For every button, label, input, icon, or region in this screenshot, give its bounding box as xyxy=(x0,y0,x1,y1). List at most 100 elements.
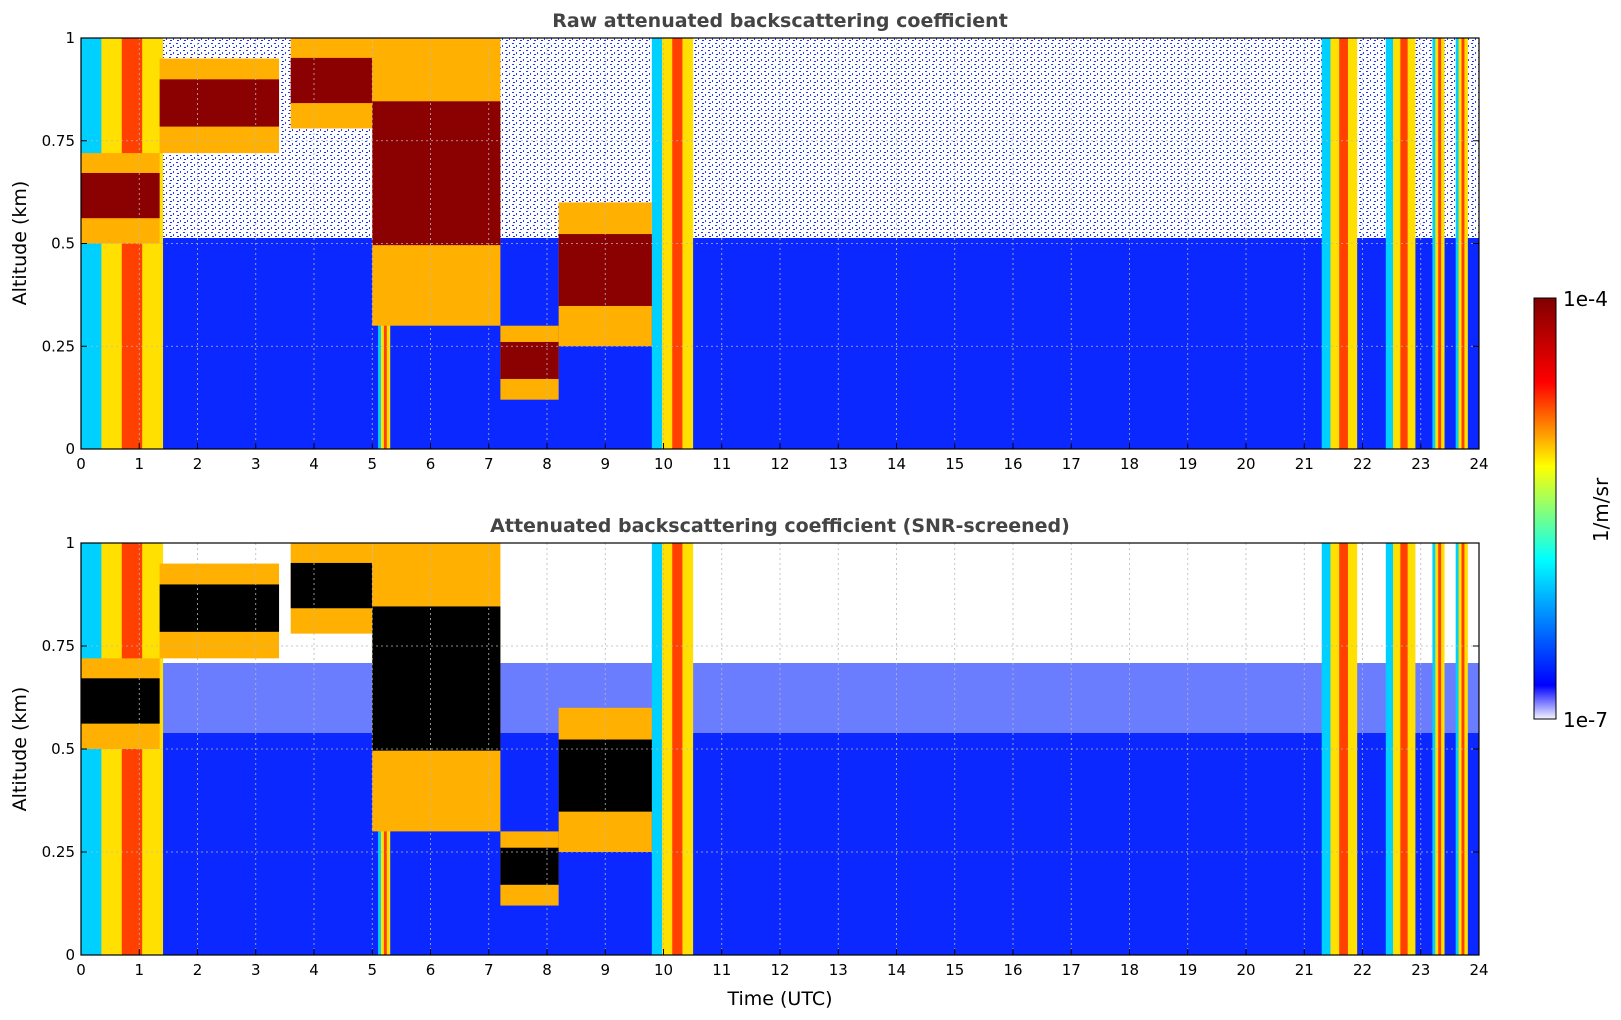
x-tick-label: 10 xyxy=(654,455,673,473)
y-tick-label: 0.5 xyxy=(51,235,75,253)
gridlines xyxy=(81,543,1479,955)
colorbar: 1e-4 1e-7 1/m/sr xyxy=(1533,287,1613,732)
precip-column xyxy=(1458,38,1463,449)
x-tick-label: 11 xyxy=(712,455,731,473)
x-tick-label: 0 xyxy=(76,455,86,473)
x-tick-label: 3 xyxy=(251,455,261,473)
x-tick-label: 24 xyxy=(1469,455,1488,473)
panel-screened: Attenuated backscattering coefficient (S… xyxy=(9,515,1489,1010)
y-tick-label: 0.75 xyxy=(42,637,75,655)
x-tick-label: 15 xyxy=(945,455,964,473)
cloud-core xyxy=(290,57,373,104)
cloud-core xyxy=(290,562,373,609)
cloud-core xyxy=(500,847,559,885)
x-tick-label: 1 xyxy=(134,961,144,979)
x-tick-label: 14 xyxy=(887,455,906,473)
precip-column xyxy=(1432,38,1436,449)
cloud-core xyxy=(500,341,559,379)
x-tick-label: 6 xyxy=(426,961,436,979)
precip-column xyxy=(1339,38,1349,449)
panel-title: Attenuated backscattering coefficient (S… xyxy=(490,515,1070,537)
x-tick-label: 19 xyxy=(1178,455,1197,473)
x-axis-label: Time (UTC) xyxy=(726,988,832,1010)
x-tick-label: 7 xyxy=(484,961,494,979)
x-tick-label: 16 xyxy=(1003,961,1022,979)
x-tick-label: 23 xyxy=(1411,961,1430,979)
x-tick-label: 15 xyxy=(945,961,964,979)
y-tick-label: 0.25 xyxy=(42,337,75,355)
precip-column xyxy=(1438,543,1442,955)
x-tick-label: 7 xyxy=(484,455,494,473)
y-tick-label: 0.25 xyxy=(42,843,75,861)
cloud-core xyxy=(372,101,501,246)
x-tick-label: 1 xyxy=(134,455,144,473)
x-tick-label: 9 xyxy=(600,455,610,473)
gridlines xyxy=(81,38,1479,449)
cloud-core xyxy=(372,606,501,751)
x-tick-label: 20 xyxy=(1236,961,1255,979)
cloud-core xyxy=(81,172,160,219)
cloud-core xyxy=(159,79,280,127)
y-axis-label: Altitude (km) xyxy=(9,687,31,812)
x-tick-label: 2 xyxy=(193,961,203,979)
precip-column xyxy=(1385,38,1394,449)
colorbar-min-label: 1e-7 xyxy=(1563,708,1608,732)
x-tick-label: 13 xyxy=(829,961,848,979)
panel-raw: Raw attenuated backscattering coefficien… xyxy=(9,10,1489,473)
precip-column xyxy=(1400,543,1409,955)
x-tick-label: 8 xyxy=(542,961,552,979)
precip-column xyxy=(1432,543,1436,955)
x-tick-label: 21 xyxy=(1295,961,1314,979)
x-tick-label: 0 xyxy=(76,961,86,979)
x-tick-label: 18 xyxy=(1120,455,1139,473)
x-tick-label: 18 xyxy=(1120,961,1139,979)
x-tick-label: 22 xyxy=(1353,961,1372,979)
x-tick-label: 9 xyxy=(600,961,610,979)
x-tick-label: 4 xyxy=(309,961,319,979)
x-tick-label: 17 xyxy=(1062,455,1081,473)
x-tick-label: 6 xyxy=(426,455,436,473)
x-tick-label: 14 xyxy=(887,961,906,979)
x-ticks: 0 1 2 3 4 5 6 7 8 9 10 11 12 13 14 15 16 17 18 19 20 21 22 23 24 xyxy=(76,949,1489,979)
y-tick-label: 1 xyxy=(65,29,75,47)
x-tick-label: 12 xyxy=(770,455,789,473)
precip-column xyxy=(1330,38,1340,449)
x-tick-label: 16 xyxy=(1003,455,1022,473)
x-tick-label: 5 xyxy=(367,455,377,473)
x-tick-label: 20 xyxy=(1236,455,1255,473)
x-tick-label: 22 xyxy=(1353,455,1372,473)
panel-title: Raw attenuated backscattering coefficien… xyxy=(552,10,1008,32)
x-tick-label: 21 xyxy=(1295,455,1314,473)
x-tick-label: 19 xyxy=(1178,961,1197,979)
x-tick-label: 13 xyxy=(829,455,848,473)
colorbar-gradient xyxy=(1533,297,1557,720)
x-tick-label: 23 xyxy=(1411,455,1430,473)
cloud-core xyxy=(159,584,280,632)
x-tick-label: 12 xyxy=(770,961,789,979)
cloud-core xyxy=(558,739,652,812)
x-tick-label: 8 xyxy=(542,455,552,473)
x-tick-label: 4 xyxy=(309,455,319,473)
y-axis-label: Altitude (km) xyxy=(9,181,31,306)
x-tick-label: 2 xyxy=(193,455,203,473)
precip-column xyxy=(1385,543,1394,955)
cloud-core xyxy=(81,678,160,724)
precip-column xyxy=(1438,38,1442,449)
y-tick-label: 1 xyxy=(65,534,75,552)
y-tick-label: 0 xyxy=(65,440,75,458)
y-tick-label: 0.75 xyxy=(42,132,75,150)
precip-column xyxy=(1330,543,1340,955)
precip-column xyxy=(1458,543,1463,955)
x-tick-label: 10 xyxy=(654,961,673,979)
y-ticks: 0 0.25 0.5 0.75 1 xyxy=(42,534,1479,964)
y-ticks: 0 0.25 0.5 0.75 1 xyxy=(42,29,1479,458)
x-tick-label: 17 xyxy=(1062,961,1081,979)
x-tick-label: 11 xyxy=(712,961,731,979)
x-tick-label: 3 xyxy=(251,961,261,979)
precip-column xyxy=(1339,543,1349,955)
precip-column xyxy=(1461,38,1465,449)
y-tick-label: 0 xyxy=(65,946,75,964)
precip-column xyxy=(1400,38,1409,449)
colorbar-max-label: 1e-4 xyxy=(1563,287,1608,311)
